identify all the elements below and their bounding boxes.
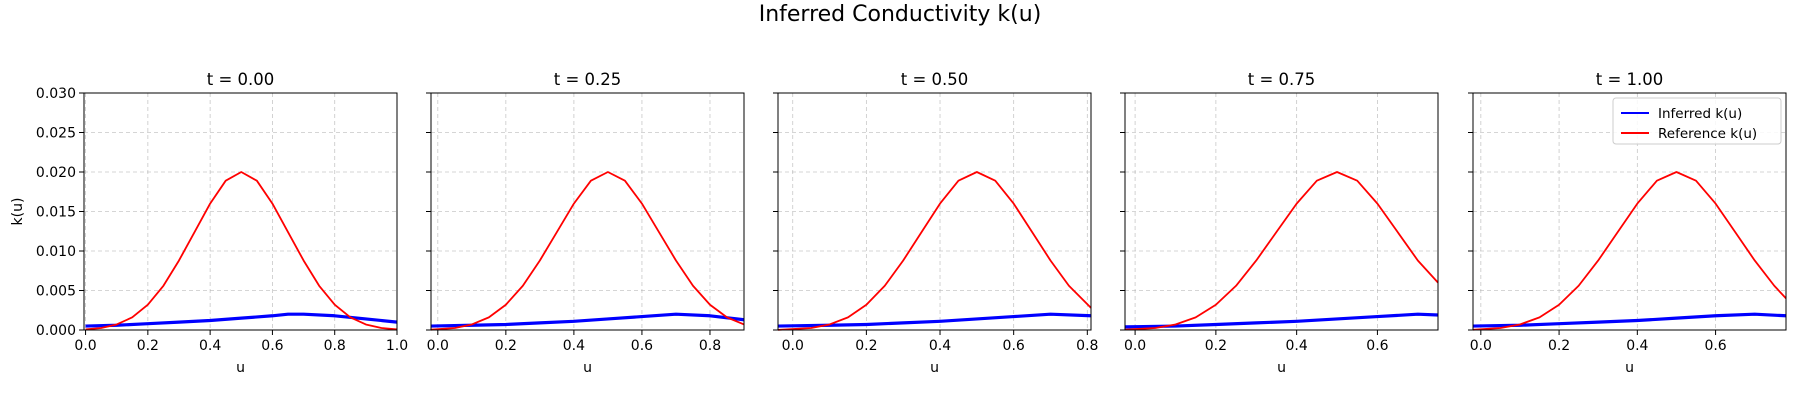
x-tick-label: 0.4: [929, 338, 951, 354]
reference-series-line: [1472, 171, 1787, 331]
y-tick-label: 0.025: [36, 126, 76, 142]
reference-series-line: [430, 171, 745, 331]
x-tick-label: 0.6: [1704, 338, 1726, 354]
inferred-series-line: [1124, 312, 1439, 329]
y-tick-label: 0.015: [36, 205, 76, 221]
x-tick-label: 0.8: [1076, 338, 1098, 354]
x-tick-label: 0.8: [324, 338, 346, 354]
subplot-title: t = 0.75: [1248, 70, 1316, 89]
x-axis-label: u: [236, 360, 245, 376]
x-tick-label: 0.2: [1548, 338, 1570, 354]
x-axis-label: u: [930, 360, 939, 376]
x-tick-label: 0.2: [137, 338, 159, 354]
subplot-title: t = 0.25: [554, 70, 622, 89]
x-tick-label: 0.2: [855, 338, 877, 354]
y-tick-label: 0.020: [36, 165, 76, 181]
x-axis-label: u: [1277, 360, 1286, 376]
subplot-1: 0.0 0.2 0.4 0.6 0.8 1.0 0.000 0.005 0.010 0.015 0.…: [10, 70, 408, 376]
x-tick-label: 0.4: [1286, 338, 1308, 354]
reference-series-line: [1124, 171, 1439, 331]
x-tick-label: 0.8: [699, 338, 721, 354]
x-tick-label: 0.2: [1205, 338, 1227, 354]
legend-box: [1612, 97, 1782, 145]
subplot-3: 0.0 0.2 0.4 0.6 0.8 t = 0.50 u: [773, 70, 1098, 376]
y-tick-label: 0.005: [36, 284, 76, 300]
x-tick-label: 0.0: [74, 338, 96, 354]
reference-series-line: [777, 171, 1092, 331]
x-tick-label: 0.0: [1470, 338, 1492, 354]
subplot-5: 0.0 0.2 0.4 0.6 t = 1.00 u Inferred k(u) Refere…: [1468, 70, 1787, 376]
inferred-series-line: [1472, 312, 1787, 328]
subplot-title: t = 0.50: [901, 70, 969, 89]
x-tick-label: 0.0: [782, 338, 804, 354]
subplot-title: t = 0.00: [207, 70, 275, 89]
x-axis-label: u: [1625, 360, 1634, 376]
x-tick-label: 0.6: [631, 338, 653, 354]
legend: Inferred k(u) Reference k(u): [1612, 97, 1782, 145]
inferred-series-line: [85, 312, 398, 328]
x-tick-label: 0.6: [261, 338, 283, 354]
y-tick-label: 0.030: [36, 86, 76, 102]
y-axis-label: k(u): [10, 198, 26, 226]
x-tick-label: 0.4: [563, 338, 585, 354]
x-tick-label: 1.0: [386, 338, 408, 354]
legend-label: Inferred k(u): [1658, 106, 1742, 122]
y-tick-label: 0.010: [36, 244, 76, 260]
x-tick-label: 0.4: [1626, 338, 1648, 354]
subplot-4: 0.0 0.2 0.4 0.6 t = 0.75 u: [1120, 70, 1439, 376]
y-tick-label: 0.000: [36, 323, 76, 339]
inferred-series-line: [430, 312, 745, 328]
x-tick-label: 0.0: [427, 338, 449, 354]
legend-label: Reference k(u): [1658, 126, 1757, 142]
x-tick-label: 0.6: [1003, 338, 1025, 354]
reference-series-line: [85, 171, 398, 331]
x-tick-label: 0.6: [1366, 338, 1388, 354]
x-axis-label: u: [583, 360, 592, 376]
subplot-title: t = 1.00: [1596, 70, 1664, 89]
x-tick-label: 0.2: [495, 338, 517, 354]
x-tick-label: 0.4: [199, 338, 221, 354]
subplot-2: 0.0 0.2 0.4 0.6 0.8 t = 0.25 u: [426, 70, 745, 376]
inferred-series-line: [777, 312, 1092, 328]
x-tick-label: 0.0: [1124, 338, 1146, 354]
figure-suptitle: Inferred Conductivity k(u): [758, 2, 1042, 27]
